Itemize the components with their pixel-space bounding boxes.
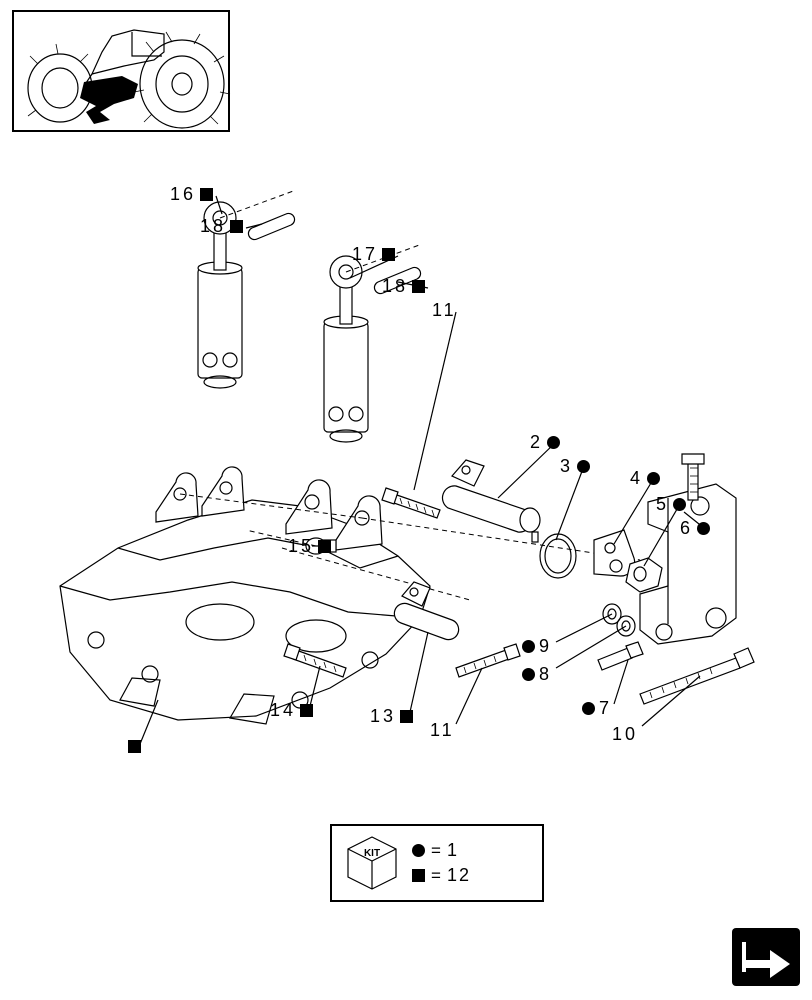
part-bolt-11a [382, 488, 440, 518]
callout-number: 6 [680, 518, 693, 539]
square-marker-icon [412, 869, 425, 882]
kit-row-dot: = 1 [412, 840, 471, 861]
callout-7: 7 [582, 698, 612, 719]
part-bracket-6 [640, 484, 736, 644]
callout-number: 13 [370, 706, 396, 727]
part-bolt-11b [456, 644, 520, 677]
kit-cube-icon: KIT [342, 833, 402, 893]
callout-number: 17 [352, 244, 378, 265]
kit-label-text: KIT [364, 848, 380, 859]
callout-number: 7 [599, 698, 612, 719]
callout-number: 18 [382, 276, 408, 297]
callout-9: 9 [522, 636, 552, 657]
callout-13: 13 [370, 706, 413, 727]
callout-15: 15 [288, 536, 331, 557]
part-bolt-14 [284, 644, 346, 677]
callout-8: 8 [522, 664, 552, 685]
kit-legend-box: KIT = 1 = 12 [330, 824, 544, 902]
dot-marker-icon [522, 668, 535, 681]
callout-number: 8 [539, 664, 552, 685]
next-page-arrow[interactable] [732, 928, 800, 986]
callout-number: 4 [630, 468, 643, 489]
part-pin-18a [248, 213, 294, 239]
square-marker-icon [400, 710, 413, 723]
dot-marker-icon [577, 460, 590, 473]
callout-11: 11 [432, 300, 457, 321]
callout-10: 10 [612, 724, 638, 745]
callout-17: 17 [352, 244, 395, 265]
kit-val-0: 1 [447, 840, 459, 861]
callout-18: 18 [200, 216, 243, 237]
dot-marker-icon [697, 522, 710, 535]
callout-3: 3 [560, 456, 590, 477]
callout-11: 11 [430, 720, 455, 741]
kit-eq-0: = [431, 841, 441, 861]
part-cylinder-right [324, 256, 368, 442]
dot-marker-icon [412, 844, 425, 857]
callout-number: 11 [432, 300, 457, 321]
kit-row-square: = 12 [412, 865, 471, 886]
part-bolt-7 [598, 642, 643, 670]
kit-eq-1: = [431, 866, 441, 886]
square-marker-icon [128, 740, 141, 753]
callout-5: 5 [656, 494, 686, 515]
dot-marker-icon [582, 702, 595, 715]
callout-number: 11 [430, 720, 455, 741]
square-marker-icon [230, 220, 243, 233]
square-marker-icon [412, 280, 425, 293]
part-pin-2 [442, 460, 540, 542]
square-marker-icon [200, 188, 213, 201]
callout-number: 14 [270, 700, 296, 721]
part-washer-8 [617, 616, 635, 636]
dot-marker-icon [547, 436, 560, 449]
callout-18: 18 [382, 276, 425, 297]
callout-blank [124, 740, 141, 753]
dot-marker-icon [647, 472, 660, 485]
callout-2: 2 [530, 432, 560, 453]
square-marker-icon [382, 248, 395, 261]
dot-marker-icon [522, 640, 535, 653]
kit-val-1: 12 [447, 865, 471, 886]
callout-6: 6 [680, 518, 710, 539]
page-root: 1618171811234561598710141311 KIT = 1 = 1… [0, 0, 812, 1000]
callout-14: 14 [270, 700, 313, 721]
arrow-right-icon [732, 928, 800, 986]
callout-number: 16 [170, 184, 196, 205]
context-thumbnail [12, 10, 230, 132]
callout-number: 10 [612, 724, 638, 745]
dot-marker-icon [673, 498, 686, 511]
part-bolt-10 [640, 648, 754, 704]
callout-number: 9 [539, 636, 552, 657]
part-support-casting [60, 467, 430, 724]
part-pin-13 [394, 582, 458, 640]
callout-number: 18 [200, 216, 226, 237]
callout-number: 3 [560, 456, 573, 477]
kit-legend-rows: = 1 = 12 [412, 840, 471, 886]
square-marker-icon [300, 704, 313, 717]
thumbnail-svg [14, 12, 232, 134]
part-tab-4 [594, 530, 635, 576]
callout-number: 5 [656, 494, 669, 515]
callout-16: 16 [170, 184, 213, 205]
callout-number: 2 [530, 432, 543, 453]
square-marker-icon [318, 540, 331, 553]
callout-number: 15 [288, 536, 314, 557]
part-plug-5 [626, 558, 662, 592]
part-washer-9 [603, 604, 621, 624]
callout-4: 4 [630, 468, 660, 489]
part-oring-3 [540, 534, 576, 578]
